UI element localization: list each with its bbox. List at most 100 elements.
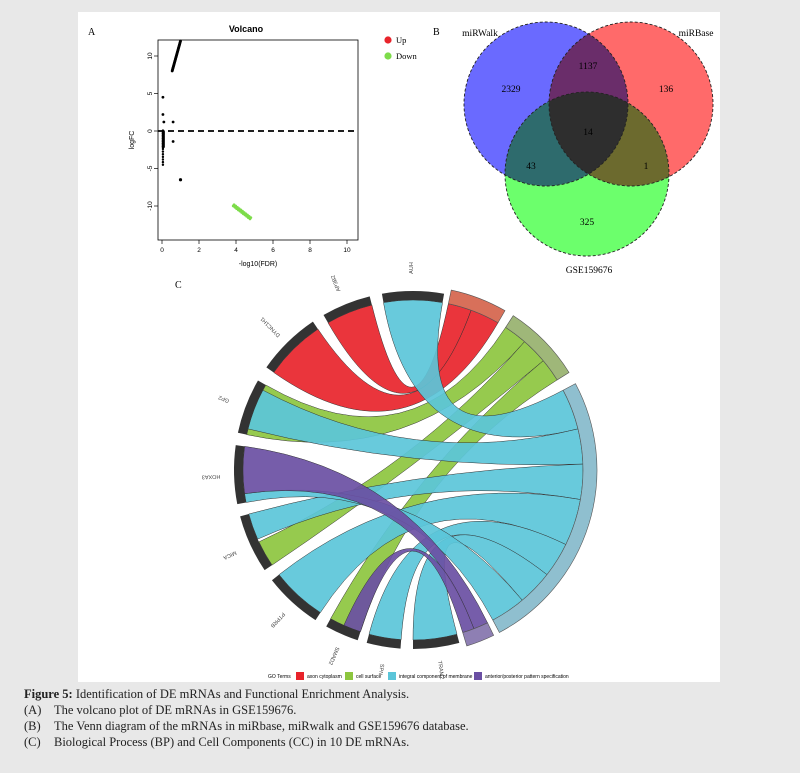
- gene-arc-tram2: [413, 634, 460, 649]
- figure-panel: A Volcano 0 2 4 6 8 10 10 5 0 -5 -10 -log10(FDR) …: [78, 12, 720, 682]
- venn-outline-mirwalk: [463, 21, 629, 187]
- venn-count-walk-gse: 43: [526, 162, 536, 172]
- volcano-point: [161, 160, 165, 164]
- volcano-point: [161, 142, 165, 145]
- figure-caption: Figure 5: Identification of DE mRNAs and…: [24, 686, 784, 750]
- chord-legend-title: GO Terms: [268, 674, 291, 680]
- term-arc-0: [447, 289, 506, 324]
- caption-text-c: Biological Process (BP) and Cell Compone…: [54, 735, 410, 749]
- y-tick-label: 5: [147, 91, 154, 95]
- venn-label-mirwalk: miRWalk: [462, 29, 498, 39]
- x-tick-label: 2: [197, 247, 201, 254]
- venn-outline-gse: [504, 91, 670, 257]
- venn-circle-gse: [505, 92, 669, 256]
- legend-down-label: Down: [396, 51, 418, 61]
- chord-legend-swatch-axon: [296, 672, 304, 680]
- legend-up-label: Up: [396, 35, 406, 45]
- chord-legend-label-axon: axon cytoplasm: [307, 674, 342, 680]
- volcano-point: [161, 145, 165, 148]
- volcano-point: [161, 139, 165, 143]
- venn-diagram: [463, 21, 714, 257]
- volcano-ylabel: logFC: [129, 131, 136, 150]
- volcano-title: Volcano: [229, 24, 264, 34]
- volcano-point: [161, 155, 165, 159]
- y-tick-label: 10: [147, 52, 154, 60]
- volcano-point: [171, 140, 175, 143]
- volcano-point: [161, 153, 165, 156]
- venn-count-base-only: 136: [659, 85, 674, 95]
- gene-label: AP3B2: [330, 274, 342, 292]
- term-arc-3: [462, 622, 495, 647]
- y-tick-label: 0: [147, 129, 154, 133]
- gene-label: AUH: [409, 262, 415, 274]
- volcano-point: [161, 129, 165, 132]
- caption-tag-c: (C): [24, 735, 41, 749]
- venn-count-walk-only: 2329: [502, 85, 521, 95]
- volcano-point: [162, 120, 166, 124]
- gene-arc-ap3b2: [323, 296, 372, 323]
- caption-item-b: (B) The Venn diagram of the mRNAs in miRb…: [24, 718, 784, 734]
- gene-arc-gp2: [237, 380, 266, 435]
- caption-title-bold: Figure 5:: [24, 687, 73, 701]
- volcano-xlabel: -log10(FDR): [239, 261, 278, 268]
- x-tick-label: 8: [308, 247, 312, 254]
- caption-tag-b: (B): [24, 719, 41, 733]
- panel-a-label: A: [88, 27, 96, 38]
- volcano-point: [161, 158, 165, 161]
- gene-label: TRAM2: [436, 661, 444, 680]
- gene-label: DYNC1H1: [260, 315, 282, 338]
- gene-arc-hoxa3: [234, 445, 247, 505]
- volcano-point: [161, 147, 165, 151]
- gene-label: HOXA3: [202, 473, 221, 479]
- chord-legend-swatch-pattern: [474, 672, 482, 680]
- x-tick-label: 4: [234, 247, 238, 254]
- volcano-point: [161, 150, 165, 153]
- venn-count-base-gse: 1: [644, 162, 649, 172]
- chord-legend-swatch-membrane: [388, 672, 396, 680]
- chord-ribbons: [242, 299, 584, 641]
- caption-text-a: The volcano plot of DE mRNAs in GSE15967…: [54, 703, 297, 717]
- gene-label: PTPRB: [269, 611, 286, 629]
- y-tick-label: -10: [147, 201, 154, 211]
- term-arc-1: [505, 315, 570, 381]
- venn-count-walk-base: 1137: [579, 62, 598, 72]
- venn-label-gse: GSE159676: [566, 266, 613, 276]
- gene-arc-auh: [381, 291, 445, 303]
- volcano-point: [161, 134, 165, 138]
- gene-arc-dync1h1: [266, 321, 318, 373]
- gene-label: MICA: [222, 549, 237, 560]
- legend-up-marker: [384, 36, 392, 44]
- caption-item-a: (A) The volcano plot of DE mRNAs in GSE15…: [24, 702, 784, 718]
- x-tick-label: 0: [160, 247, 164, 254]
- chord-legend-label-surface: cell surface: [356, 674, 382, 680]
- caption-text-b: The Venn diagram of the mRNAs in miRbase…: [54, 719, 469, 733]
- volcano-point: [161, 163, 165, 166]
- venn-label-mirbase: miRBase: [679, 29, 714, 39]
- chord-term-arcs: [447, 289, 598, 647]
- volcano-plot-area: [157, 39, 359, 241]
- chord-ribbon: [242, 446, 488, 630]
- volcano-point: [179, 39, 182, 43]
- y-tick-label: -5: [147, 165, 154, 171]
- gene-arc-smad2: [326, 618, 361, 641]
- gene-label: SMAD2: [327, 646, 340, 666]
- volcano-points: [161, 39, 253, 221]
- venn-count-gse-only: 325: [580, 218, 595, 228]
- volcano-x-ticks: 0 2 4 6 8 10: [160, 240, 351, 254]
- volcano-point: [171, 120, 175, 124]
- caption-title-text: Identification of DE mRNAs and Functiona…: [72, 687, 410, 701]
- gene-arc-spn: [366, 634, 402, 649]
- volcano-point: [161, 137, 165, 140]
- chord-legend-label-pattern: anterior/posterior pattern specification: [485, 674, 569, 680]
- volcano-y-ticks: 10 5 0 -5 -10: [147, 52, 158, 211]
- caption-tag-a: (A): [24, 703, 42, 717]
- volcano-point: [178, 178, 183, 182]
- chord-legend-label-membrane: integral component of membrane: [399, 674, 473, 680]
- volcano-point: [161, 95, 165, 99]
- gene-label: SPN: [377, 663, 385, 675]
- x-tick-label: 6: [271, 247, 275, 254]
- volcano-point: [249, 216, 253, 220]
- legend-down-marker: [384, 52, 392, 60]
- term-arc-2: [492, 383, 598, 633]
- gene-arc-mica: [240, 513, 273, 571]
